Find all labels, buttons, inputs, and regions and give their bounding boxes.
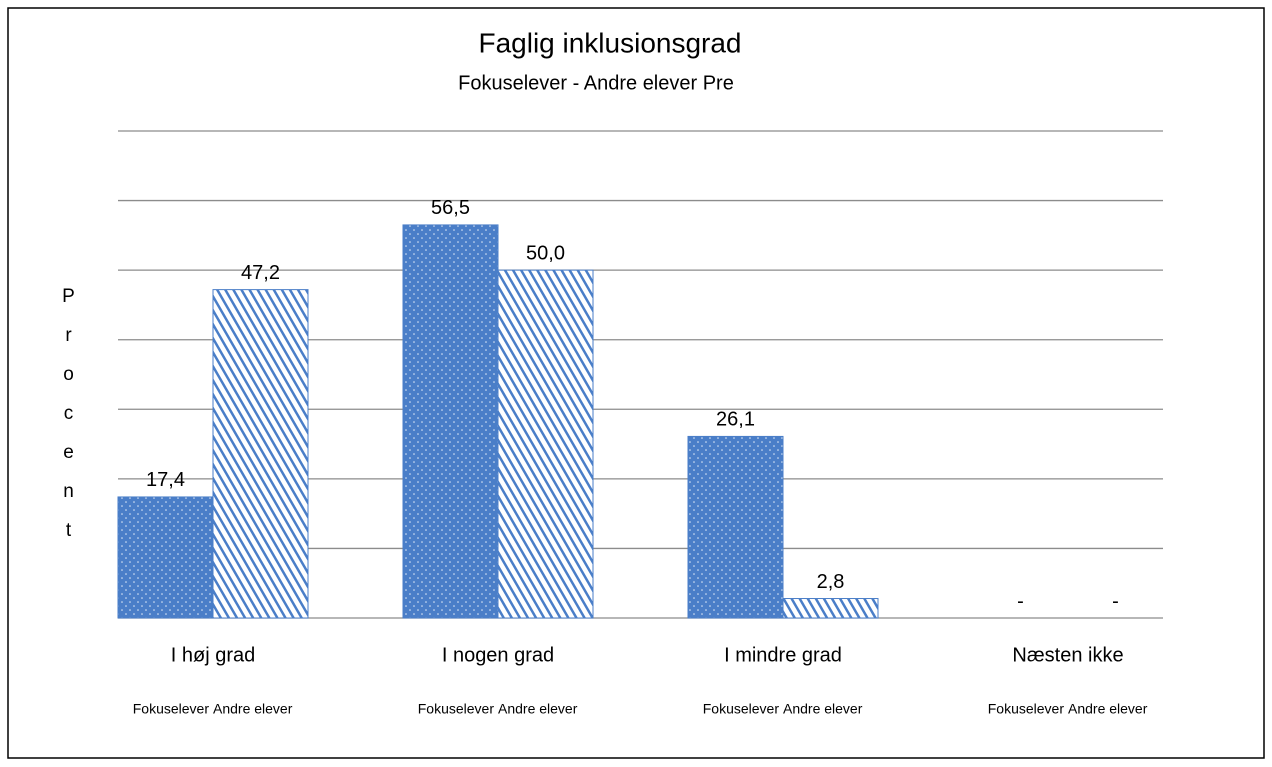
value-label: -: [1112, 590, 1119, 612]
bar: [497, 269, 594, 619]
chart-border: [7, 7, 1265, 759]
x-tick-label: I høj grad: [171, 644, 255, 666]
bar: [687, 435, 784, 619]
bar: [117, 496, 214, 619]
legend-label: Andre elever: [498, 701, 578, 717]
x-tick-label: I nogen grad: [442, 644, 554, 666]
legend-label: Fokuselever: [418, 701, 495, 717]
legend-label: Andre elever: [213, 701, 293, 717]
legend-label: Andre elever: [783, 701, 863, 717]
legend-label: Fokuselever: [133, 701, 210, 717]
value-label: 56,5: [431, 197, 470, 219]
legend-label: Fokuselever: [703, 701, 780, 717]
value-label: 2,8: [817, 571, 845, 593]
legend-label: Fokuselever: [988, 701, 1065, 717]
chart-subtitle: Fokuselever - Andre elever Pre: [458, 72, 734, 94]
value-label: 50,0: [526, 242, 565, 264]
value-label: -: [1017, 590, 1024, 612]
value-label: 26,1: [716, 409, 755, 431]
chart-title: Faglig inklusionsgrad: [478, 27, 741, 58]
value-label: 47,2: [241, 262, 280, 284]
x-tick-label: I mindre grad: [724, 644, 842, 666]
bar: [212, 289, 309, 619]
value-label: 17,4: [146, 469, 185, 491]
x-tick-label: Næsten ikke: [1012, 644, 1123, 666]
legend-label: Andre elever: [1068, 701, 1148, 717]
bar: [402, 224, 499, 619]
bar: [782, 598, 879, 619]
y-axis-label: Procent: [58, 286, 79, 559]
